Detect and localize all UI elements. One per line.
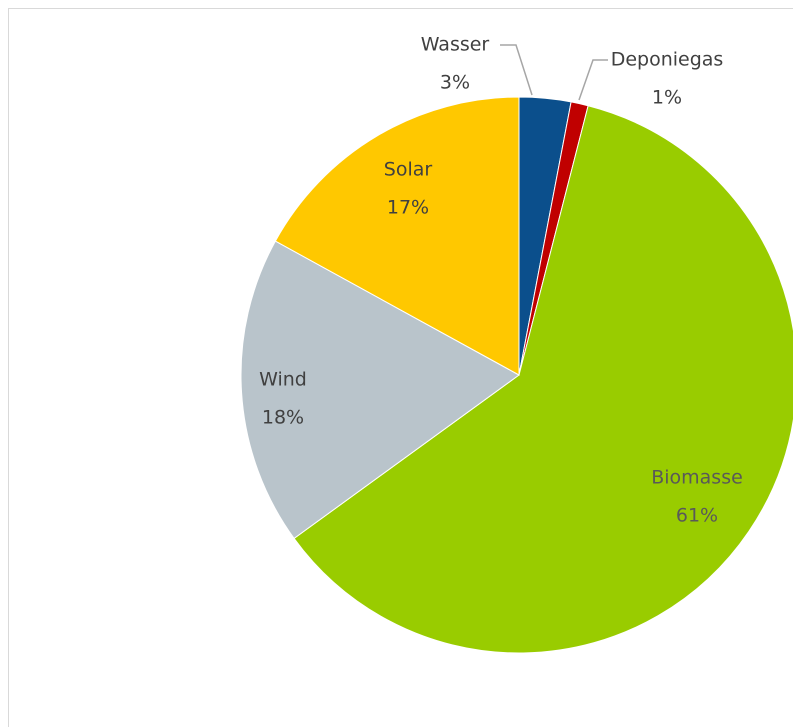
slice-label: Solar <box>384 159 433 181</box>
slice-label: Biomasse <box>651 467 743 489</box>
leader-line <box>500 44 533 96</box>
slice-value-label: 3% <box>440 72 470 94</box>
pie-slice <box>274 96 520 376</box>
slice-label: Wasser <box>421 34 490 56</box>
slice-label: Wind <box>259 369 307 391</box>
slice-value-label: 1% <box>652 87 682 109</box>
leader-line <box>578 59 608 101</box>
slice-label: Deponiegas <box>611 49 724 71</box>
slice-value-label: 17% <box>387 197 429 219</box>
slice-value-label: 18% <box>262 407 304 429</box>
pie-slice <box>240 240 520 540</box>
pie-slice <box>293 105 793 654</box>
pie <box>240 96 793 654</box>
slice-value-label: 61% <box>676 505 718 527</box>
